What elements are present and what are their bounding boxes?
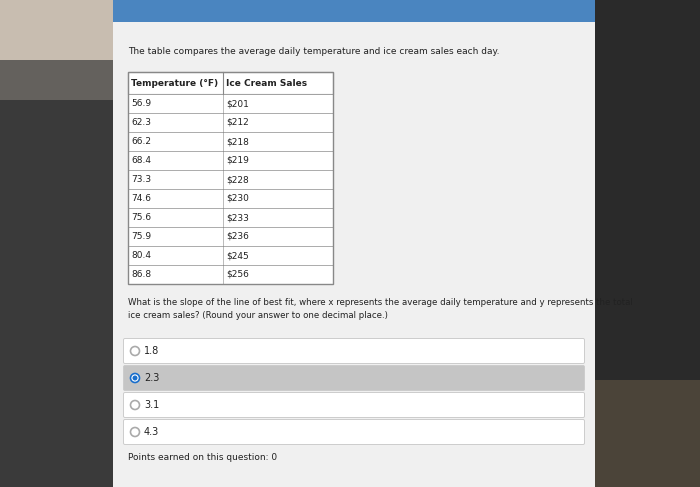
Text: Points earned on this question: 0: Points earned on this question: 0 <box>128 453 277 462</box>
Bar <box>595 0 700 487</box>
Text: 56.9: 56.9 <box>131 99 151 108</box>
Bar <box>113 0 595 487</box>
Text: 2.3: 2.3 <box>144 373 160 383</box>
Circle shape <box>130 374 139 382</box>
Circle shape <box>130 428 139 436</box>
Circle shape <box>130 346 139 356</box>
Text: $233: $233 <box>226 213 249 222</box>
Text: The table compares the average daily temperature and ice cream sales each day.: The table compares the average daily tem… <box>128 47 500 56</box>
Text: 80.4: 80.4 <box>131 251 151 260</box>
Text: 75.6: 75.6 <box>131 213 151 222</box>
Text: 4.3: 4.3 <box>144 427 160 437</box>
Text: Ice Cream Sales: Ice Cream Sales <box>226 78 307 88</box>
Bar <box>128 265 333 284</box>
Bar <box>128 189 333 208</box>
FancyBboxPatch shape <box>123 366 584 391</box>
Bar <box>595 380 700 487</box>
Text: $230: $230 <box>226 194 249 203</box>
FancyBboxPatch shape <box>123 338 584 363</box>
Bar <box>128 72 333 94</box>
Text: 86.8: 86.8 <box>131 270 151 279</box>
Text: 66.2: 66.2 <box>131 137 151 146</box>
Text: $201: $201 <box>226 99 249 108</box>
Text: $218: $218 <box>226 137 249 146</box>
Bar <box>0 0 113 100</box>
Bar <box>128 132 333 151</box>
Bar <box>128 208 333 227</box>
Text: $212: $212 <box>226 118 248 127</box>
Bar <box>128 246 333 265</box>
Bar <box>128 151 333 170</box>
Text: What is the slope of the line of best fit, where x represents the average daily : What is the slope of the line of best fi… <box>128 298 633 319</box>
Bar <box>128 170 333 189</box>
Text: 62.3: 62.3 <box>131 118 151 127</box>
FancyBboxPatch shape <box>123 419 584 445</box>
FancyBboxPatch shape <box>123 393 584 417</box>
Text: $236: $236 <box>226 232 249 241</box>
Text: 68.4: 68.4 <box>131 156 151 165</box>
Text: $245: $245 <box>226 251 248 260</box>
Bar <box>113 0 595 22</box>
Text: 1.8: 1.8 <box>144 346 160 356</box>
Bar <box>0 0 113 487</box>
Bar <box>128 113 333 132</box>
Bar <box>0 60 113 100</box>
Bar <box>128 94 333 113</box>
Circle shape <box>130 400 139 410</box>
Bar <box>128 227 333 246</box>
Text: 75.9: 75.9 <box>131 232 151 241</box>
Bar <box>128 72 333 284</box>
Circle shape <box>132 375 137 380</box>
Text: 73.3: 73.3 <box>131 175 151 184</box>
Text: 74.6: 74.6 <box>131 194 151 203</box>
Text: $228: $228 <box>226 175 248 184</box>
Text: Temperature (°F): Temperature (°F) <box>131 78 218 88</box>
Text: 3.1: 3.1 <box>144 400 160 410</box>
Text: $256: $256 <box>226 270 249 279</box>
Text: $219: $219 <box>226 156 249 165</box>
